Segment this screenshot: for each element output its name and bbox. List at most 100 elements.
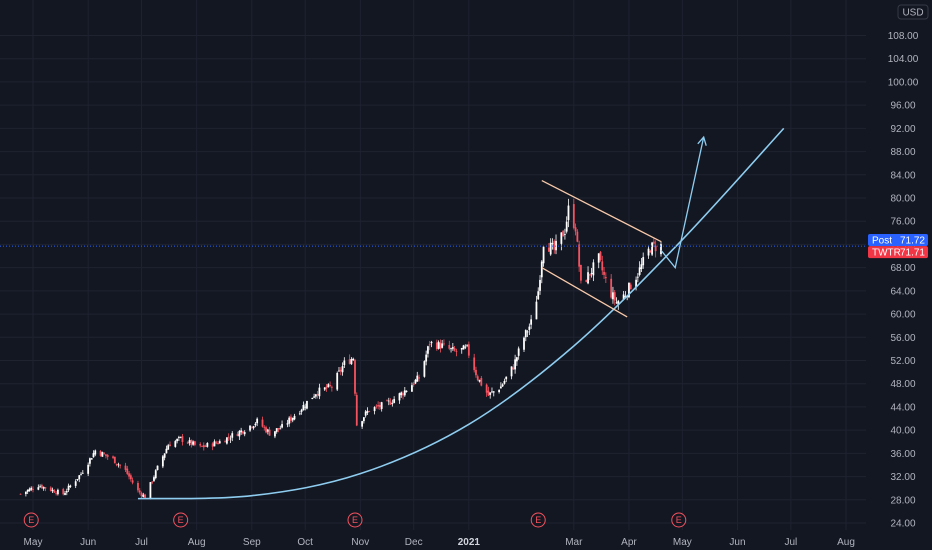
candle-body (443, 343, 445, 345)
channel-trendline[interactable] (541, 267, 628, 318)
candle-body (156, 465, 159, 471)
price-tick-label: 100.00 (888, 77, 919, 88)
candle-body (87, 464, 90, 474)
candle-body (39, 486, 42, 488)
candle-body (549, 242, 552, 255)
time-tick-label: Aug (837, 537, 855, 548)
candle-body (265, 427, 267, 433)
candle-body (647, 248, 650, 256)
time-axis[interactable]: May Jun Jul Aug Sep Oct Nov Dec 2021 Mar Apr May Jun… (24, 537, 855, 548)
candle-body (341, 366, 344, 373)
candle-body (462, 345, 465, 350)
candle-body (65, 491, 68, 493)
price-tick-label: 88.00 (890, 147, 915, 158)
candle-body (117, 464, 120, 466)
candle-body (306, 400, 308, 409)
candle-body (275, 428, 278, 432)
price-tick-label: 60.00 (890, 310, 915, 321)
earnings-marker[interactable]: E (671, 512, 687, 528)
candle-body (30, 487, 33, 490)
earnings-marker[interactable]: E (23, 512, 39, 528)
drawing-annotations[interactable] (137, 127, 785, 500)
candle-body (617, 300, 620, 306)
candle-body (192, 441, 195, 445)
candle-body (204, 446, 207, 447)
candle-body (129, 475, 132, 480)
candle-body (642, 257, 645, 266)
earnings-circle (347, 512, 363, 528)
candle-body (485, 384, 488, 393)
candle-body (512, 367, 515, 370)
candle-body (460, 348, 463, 350)
candle-body (505, 376, 508, 380)
candle-body (389, 401, 392, 405)
candle-body (286, 423, 289, 425)
price-tick-label: 84.00 (890, 170, 915, 181)
candle-body (428, 344, 431, 346)
candle-body (49, 487, 52, 491)
candle-body (651, 242, 653, 255)
candle-body (492, 391, 495, 393)
candle-body (268, 429, 271, 436)
candle-body (181, 436, 184, 442)
candle-body (416, 375, 419, 382)
candle-body (574, 227, 577, 232)
candle-body (179, 436, 182, 438)
candle-body (400, 392, 403, 396)
candle-body (78, 475, 81, 480)
currency-box (897, 4, 929, 20)
candle-body (498, 390, 500, 393)
candle-body (261, 419, 264, 427)
candle-body (503, 381, 506, 384)
price-tick-label: 76.00 (890, 217, 915, 228)
candle-body (660, 244, 662, 255)
candle-body (565, 221, 568, 232)
candle-body (206, 443, 209, 447)
candle-body (55, 492, 58, 494)
candle-body (597, 253, 600, 263)
candle-body (638, 267, 641, 275)
currency-label[interactable]: USD (897, 4, 929, 20)
candle-body (314, 394, 317, 397)
candle-body (94, 450, 97, 455)
candle-body (103, 453, 106, 455)
earnings-marker[interactable]: E (347, 512, 363, 528)
candle-body (323, 387, 326, 390)
earnings-marker[interactable]: E (530, 512, 546, 528)
candle-body (391, 403, 394, 404)
price-tick-label: 52.00 (890, 356, 915, 367)
price-tick-label: 32.00 (890, 472, 915, 483)
price-tick-label: 64.00 (890, 286, 915, 297)
candle-body (555, 240, 557, 251)
candle-body (562, 230, 565, 237)
candle-body (201, 445, 203, 447)
candle-body (615, 302, 618, 304)
earnings-circle (530, 512, 546, 528)
candle-body (564, 234, 566, 235)
projection-arrow[interactable] (660, 136, 705, 270)
candle-body (590, 273, 593, 275)
candle-body (517, 348, 520, 356)
candle-body (327, 384, 330, 387)
candle-body (249, 425, 251, 431)
earnings-marker[interactable]: E (173, 512, 189, 528)
candle-body (161, 456, 164, 467)
time-tick-label: Jun (729, 537, 745, 548)
candle-body (537, 291, 540, 300)
candle-body (288, 417, 291, 424)
candle-body (387, 400, 390, 402)
time-tick-label: 2021 (458, 537, 481, 548)
price-axis[interactable]: 108.00 104.00 100.00 96.00 92.00 88.00 84.00 80… (888, 31, 919, 530)
time-tick-label: May (673, 537, 692, 548)
candle-body (373, 407, 376, 412)
candle-body (32, 489, 34, 490)
candle-body (499, 386, 502, 389)
price-tick-label: 108.00 (888, 31, 919, 42)
support-curve[interactable] (137, 127, 785, 500)
channel-trendline[interactable] (541, 180, 662, 243)
candle-body (636, 276, 639, 278)
candle-body (57, 489, 59, 495)
candle-body (279, 428, 282, 430)
